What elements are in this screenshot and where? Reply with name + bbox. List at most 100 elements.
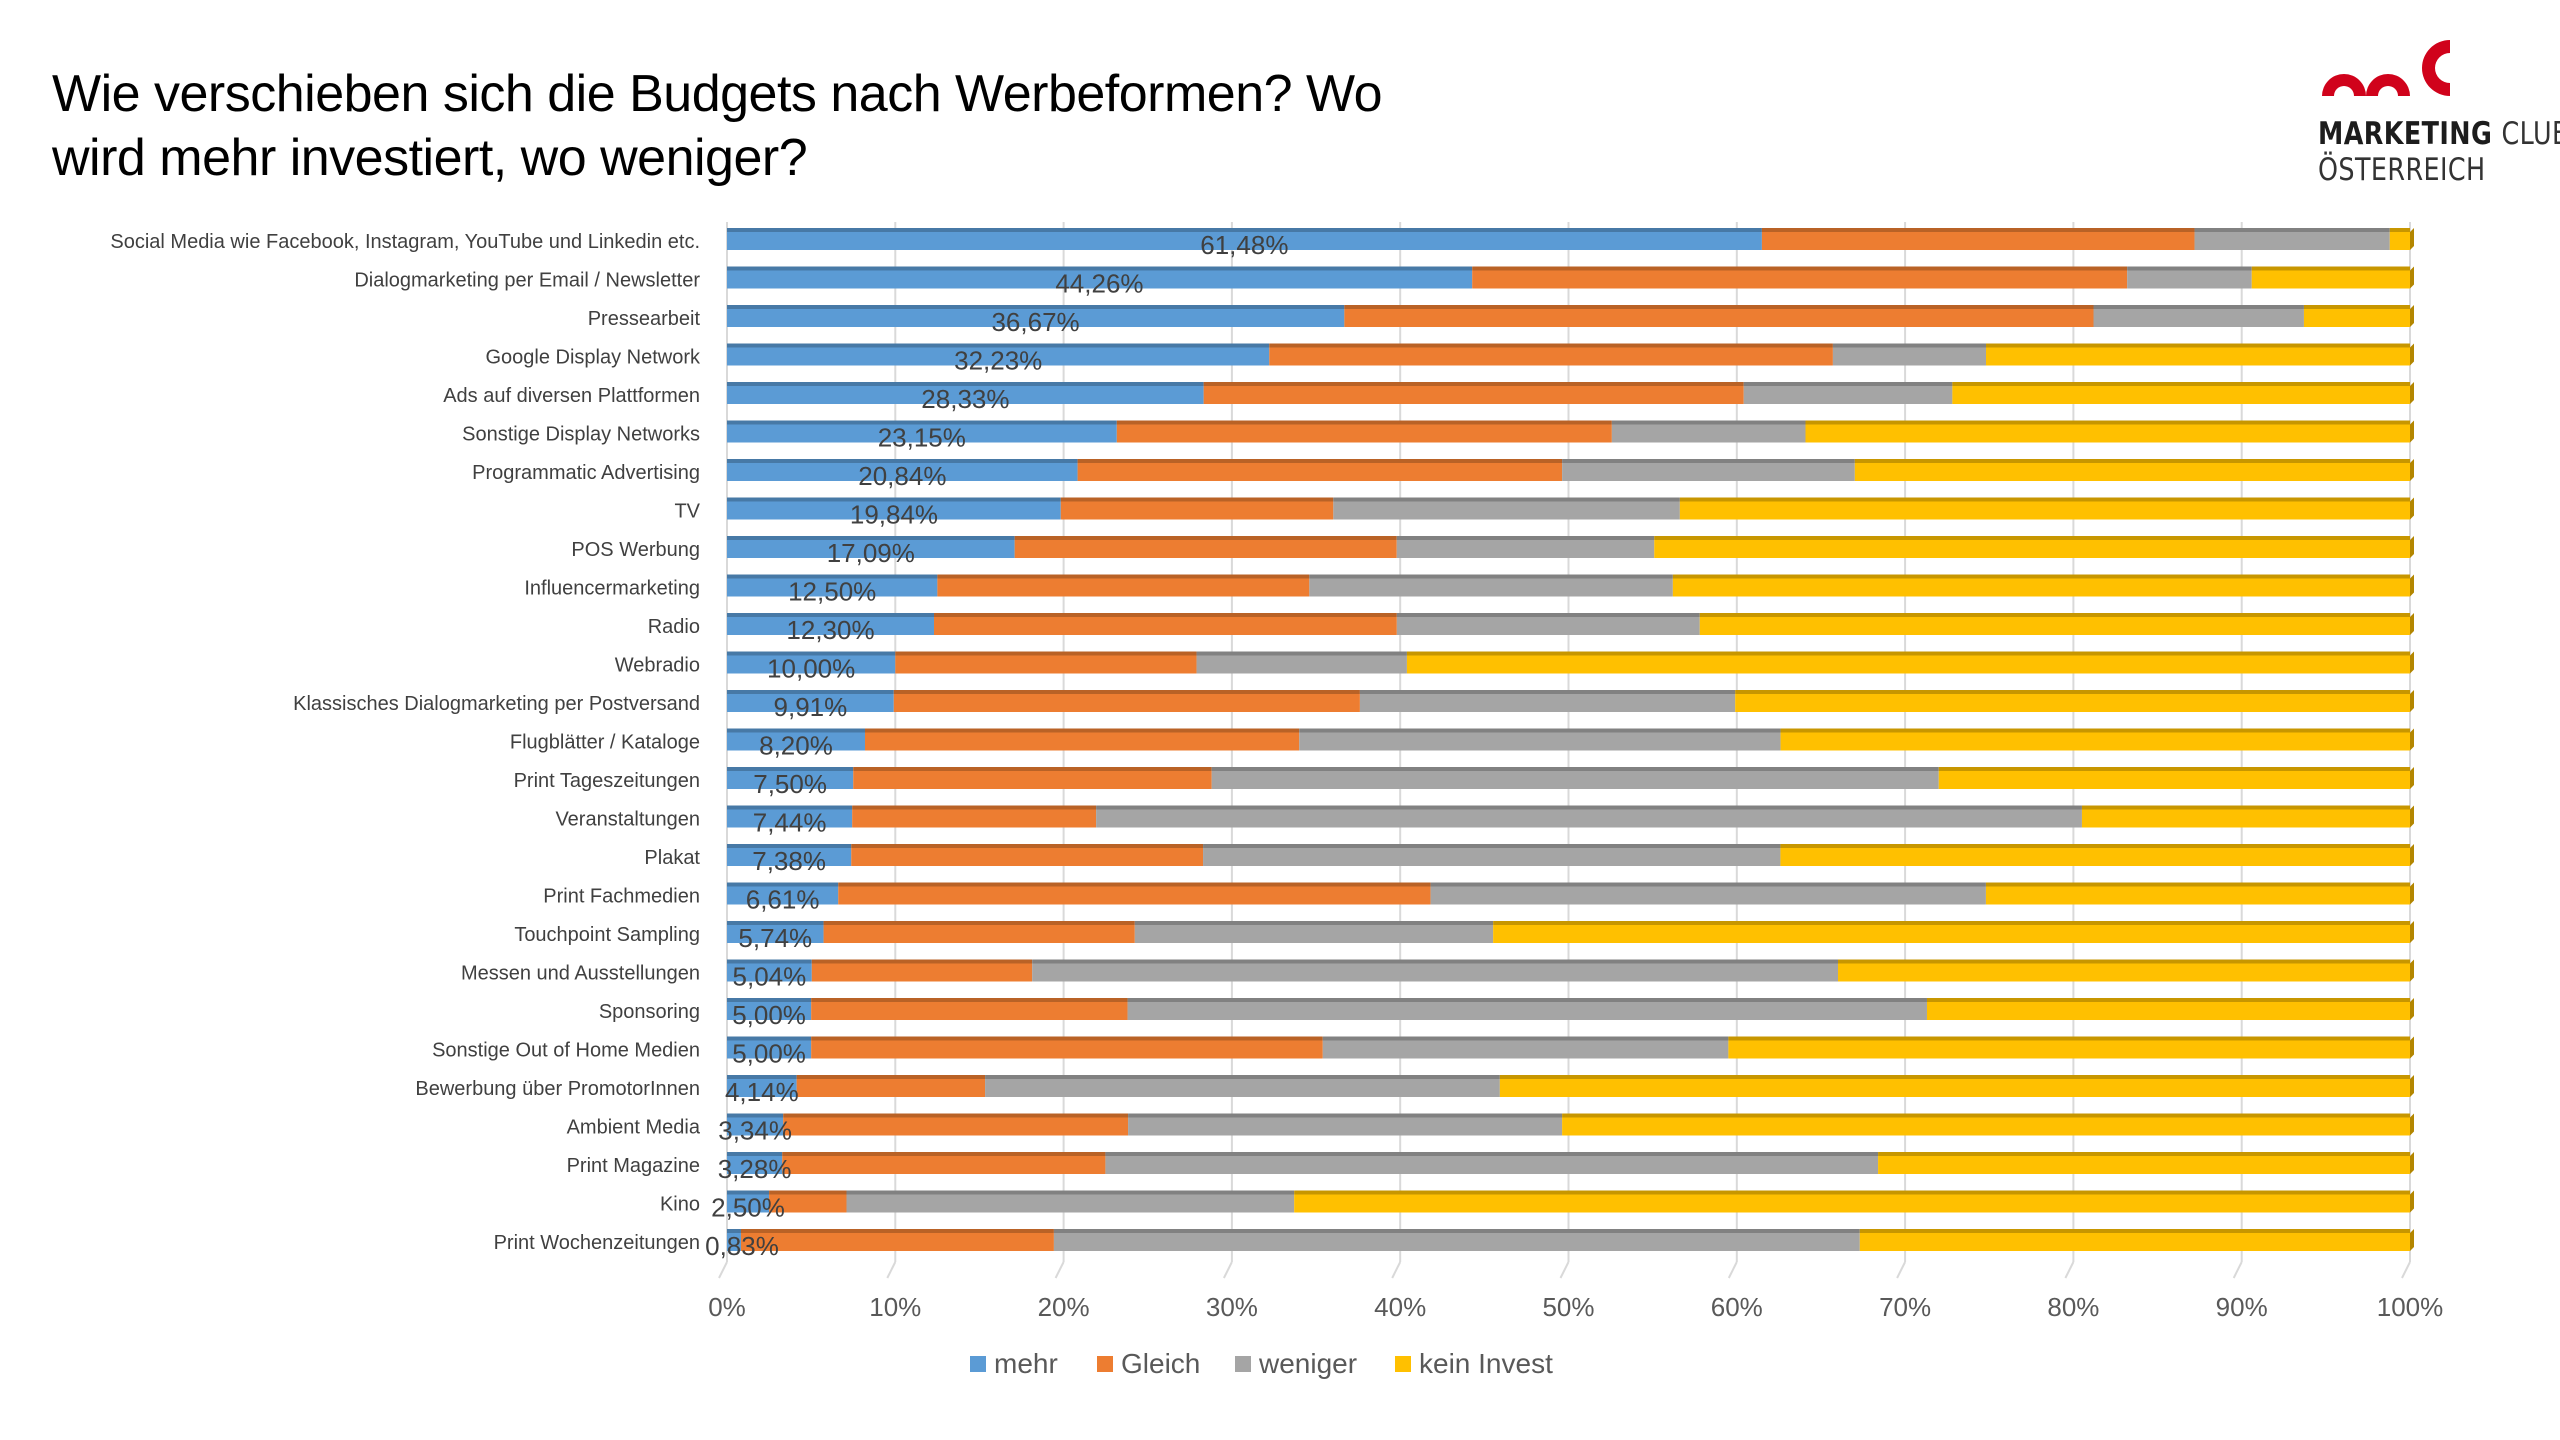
bar-segment-top-face (1333, 497, 1680, 502)
bar-segment-kein-invest (1854, 463, 2410, 481)
bar-row (727, 651, 2414, 674)
bar-segment-kein-invest (1780, 732, 2410, 751)
data-labels: 61,48% 44,26% 36,67% 32,23% 28,33% 23,15% 20,8… (705, 230, 1288, 1261)
bar-segment-top-face (727, 382, 1204, 386)
bar-segment-gleich (852, 809, 1097, 828)
bar-segment-mehr (727, 463, 1078, 481)
gridline-foot (1896, 1261, 1906, 1279)
data-label: 5,00% (732, 1000, 806, 1030)
bar-segment-top-face (1472, 266, 2128, 271)
bar-segment-weniger (1032, 963, 1839, 982)
bar-segment-top-face (1499, 1075, 2410, 1079)
bar-segment-top-face (851, 844, 1204, 848)
bar-segment-top-face (1309, 574, 1673, 579)
data-label: 0,83% (705, 1231, 779, 1261)
legend-label: kein Invest (1419, 1348, 1553, 1379)
bar-segment-top-face (1396, 536, 1655, 540)
bar-segment-weniger (1430, 886, 1986, 905)
data-label: 7,38% (752, 846, 826, 876)
bar-segment-top-face (2251, 266, 2410, 271)
title-line-2: wird mehr investiert, wo weniger? (52, 129, 808, 187)
bar-segment-top-face (852, 805, 1097, 810)
bar-segment-top-face (1077, 459, 1563, 463)
bar-segment-top-face (1299, 728, 1781, 733)
bar-segment-kein-invest (1672, 578, 2410, 597)
bar-end-cap (2410, 959, 2414, 982)
bar-segment-top-face (1562, 1113, 2410, 1118)
bar-segment-top-face (2194, 228, 2390, 232)
bar-segment-mehr (727, 809, 853, 828)
bar-segment-top-face (1128, 1113, 1563, 1118)
bar-segment-top-face (811, 1036, 1323, 1041)
category-label: Sponsoring (599, 1001, 700, 1023)
bar-row (727, 459, 2414, 481)
legend-item: Gleich (1097, 1348, 1200, 1379)
bar-segment-top-face (934, 613, 1397, 617)
category-label: Klassisches Dialogmarketing per Postvers… (293, 693, 700, 715)
bar-segment-top-face (727, 459, 1078, 463)
bar-end-cap (2410, 728, 2414, 751)
bar-segment-gleich (796, 1079, 986, 1097)
bar-segment-top-face (2389, 228, 2410, 232)
category-label: Webradio (615, 655, 700, 677)
bar-end-cap (2410, 536, 2414, 558)
bar-segment-gleich (769, 1194, 847, 1213)
data-label: 17,09% (827, 538, 915, 568)
bar-segment-mehr (727, 309, 1345, 327)
bar-segment-top-face (1611, 420, 1806, 425)
data-label: 20,84% (858, 461, 946, 491)
bar-segment-top-face (2081, 805, 2410, 810)
bar-segment-gleich (811, 963, 1033, 982)
bar-segment-kein-invest (1780, 848, 2410, 866)
bar-segment-gleich (1472, 270, 2128, 289)
logo-text-club: CLUB (2501, 116, 2560, 152)
bar-segment-top-face (1211, 767, 1939, 771)
bar-segment-gleich (740, 1233, 1054, 1251)
data-label: 19,84% (850, 500, 938, 530)
bar-row (727, 805, 2414, 828)
bar-segment-gleich (1761, 232, 2195, 250)
x-tick-label: 60% (1711, 1292, 1763, 1322)
data-label: 36,67% (991, 307, 1079, 337)
bar-segment-top-face (811, 959, 1033, 964)
bar-segment-kein-invest (1735, 694, 2410, 712)
legend-swatch (1395, 1356, 1411, 1372)
bar-segment-top-face (1562, 459, 1855, 463)
bar-end-cap (2410, 767, 2414, 789)
gridline-foot (1391, 1261, 1402, 1279)
bar-segment-mehr (727, 232, 1762, 250)
bar-segment-top-face (853, 767, 1212, 771)
bar-end-cap (2410, 1229, 2414, 1251)
gridline-foot (1559, 1261, 1570, 1279)
bar-segment-top-face (727, 1190, 770, 1195)
bar-segment-weniger (2127, 270, 2252, 289)
bar-segment-mehr (727, 1194, 770, 1213)
bar-segment-top-face (1735, 690, 2410, 694)
bar-segment-weniger (1096, 809, 2082, 828)
bar-end-cap (2410, 266, 2414, 289)
bar-segment-top-face (1838, 959, 2410, 964)
category-label: Radio (648, 616, 700, 638)
category-label: Print Wochenzeitungen (494, 1232, 700, 1254)
bar-end-cap (2410, 844, 2414, 866)
bar-segment-top-face (937, 574, 1310, 579)
bar-segment-kein-invest (1926, 1002, 2410, 1020)
category-label: Plakat (644, 847, 700, 869)
bar-row (727, 921, 2414, 943)
bar-segment-kein-invest (1805, 424, 2410, 443)
bar-segment-top-face (1406, 651, 2410, 656)
category-label: Influencermarketing (524, 578, 700, 600)
bar-end-cap (2410, 651, 2414, 674)
bar-segment-gleich (1203, 386, 1744, 404)
legend-swatch (1235, 1356, 1251, 1372)
bar-end-cap (2410, 343, 2414, 366)
x-axis-ticks: 0% 10% 20% 30% 40% 50% 60% 70% 80% 90% 100% (708, 1292, 2443, 1322)
category-label: Print Tageszeitungen (514, 770, 700, 792)
bar-segment-gleich (838, 886, 1431, 905)
bar-segment-top-face (893, 690, 1360, 694)
bar-segment-top-face (1322, 1036, 1729, 1041)
bar-segment-top-face (1359, 690, 1736, 694)
category-label: Pressearbeit (588, 308, 701, 330)
bar-segment-gleich (1077, 463, 1563, 481)
